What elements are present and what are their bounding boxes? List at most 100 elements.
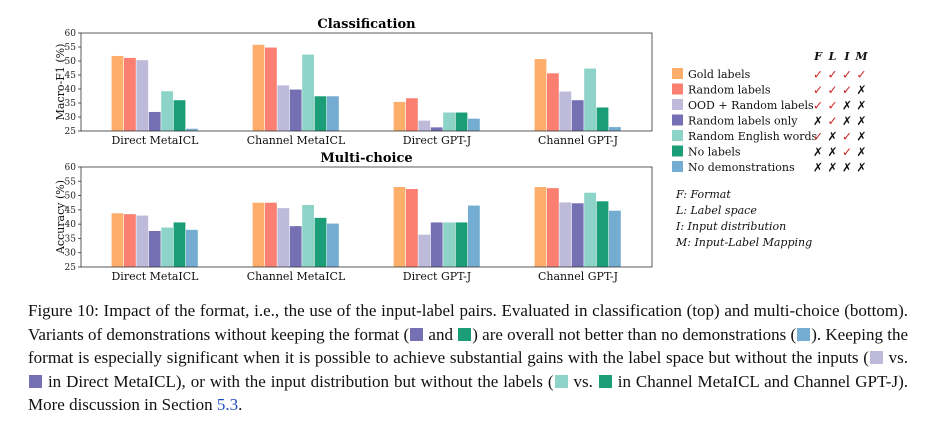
multichoice-bar-3-6: [609, 210, 621, 267]
multichoice-bar-3-4: [584, 192, 596, 267]
cross-mark-icon: ✗: [856, 83, 866, 97]
cross-mark-icon: ✗: [856, 99, 866, 113]
classification-ytick-label: 50: [65, 57, 77, 67]
classification-bar-3-2: [559, 91, 572, 131]
legend-header-i: I: [843, 50, 850, 63]
legend-swatch: [672, 130, 683, 141]
legend-label: Gold labels: [688, 68, 751, 81]
caption-vs-1: vs.: [883, 348, 908, 367]
multichoice-ytick-label: 50: [65, 192, 77, 202]
legend-label: Random English words: [688, 130, 818, 143]
classification-bar-0-5: [173, 100, 186, 131]
classification-title: Classification: [317, 17, 416, 32]
swatch-random-labels-only: [410, 327, 424, 341]
multichoice-category-label: Direct MetaICL: [111, 270, 199, 283]
classification-ylabel: Macro-F1 (%): [54, 44, 67, 121]
multichoice-ytick-label: 60: [65, 163, 77, 173]
multichoice-bar-1-4: [302, 205, 314, 267]
legend-label: No labels: [688, 146, 741, 159]
legend-swatch: [672, 68, 683, 79]
classification-category-label: Channel GPT-J: [538, 134, 618, 147]
multichoice-bar-1-2: [277, 208, 290, 267]
multichoice-bar-0-1: [124, 214, 136, 267]
key-line: L: Label space: [675, 204, 757, 217]
multichoice-ytick-label: 35: [65, 234, 77, 244]
cross-mark-icon: ✗: [813, 161, 823, 175]
classification-category-label: Channel MetaICL: [247, 134, 346, 147]
check-mark-icon: ✓: [842, 145, 852, 159]
caption-text-2: ) are overall not better than no demonst…: [472, 324, 797, 344]
multichoice-title: Multi-choice: [320, 151, 412, 166]
check-mark-icon: ✓: [827, 114, 837, 128]
check-mark-icon: ✓: [827, 83, 837, 97]
legend-swatch: [672, 161, 683, 172]
multichoice-bar-0-2: [136, 215, 149, 267]
classification-bar-2-3: [430, 127, 443, 131]
cross-mark-icon: ✗: [827, 130, 837, 144]
legend-header-l: L: [828, 50, 837, 63]
classification-bar-1-1: [265, 47, 277, 132]
classification-bar-2-6: [468, 118, 480, 131]
swatch-random-labels-only-2: [29, 374, 42, 388]
check-mark-icon: ✓: [856, 68, 866, 82]
multichoice-bar-3-2: [559, 202, 572, 267]
classification-ytick-label: 55: [65, 43, 77, 53]
classification-bar-0-0: [111, 55, 124, 131]
cross-mark-icon: ✗: [827, 161, 837, 175]
cross-mark-icon: ✗: [856, 114, 866, 128]
classification-bar-0-2: [136, 60, 149, 131]
caption-end: .: [238, 395, 243, 414]
multichoice-bar-2-3: [430, 222, 443, 267]
legend-header-m: M: [854, 50, 868, 63]
classification-category-label: Direct GPT-J: [403, 134, 471, 147]
multichoice-bar-1-6: [327, 223, 339, 267]
classification-bar-0-4: [161, 91, 173, 131]
classification-ytick-label: 30: [65, 113, 77, 123]
classification-bar-1-4: [302, 54, 314, 132]
classification-bar-2-2: [418, 120, 431, 131]
classification-ytick-label: 35: [65, 99, 77, 109]
swatch-random-english-words: [554, 374, 568, 388]
multichoice-plot-frame: [80, 166, 653, 268]
classification-plot-frame: [80, 32, 653, 132]
multichoice-bar-1-3: [289, 226, 302, 267]
key-line: M: Input-Label Mapping: [675, 236, 812, 249]
multichoice-bar-0-3: [148, 231, 161, 267]
caption-and: and: [424, 324, 458, 344]
classification-bar-3-1: [547, 73, 559, 131]
classification-bar-0-6: [186, 128, 198, 131]
multichoice-bar-0-0: [111, 213, 124, 267]
multichoice-ytick-label: 25: [65, 263, 77, 273]
cross-mark-icon: ✗: [856, 130, 866, 144]
cross-mark-icon: ✗: [813, 145, 823, 159]
check-mark-icon: ✓: [813, 130, 823, 144]
multichoice-bar-0-4: [161, 227, 173, 267]
multichoice-bar-3-5: [596, 201, 609, 267]
swatch-ood-random-labels: [869, 351, 883, 364]
multichoice-bar-2-6: [468, 205, 480, 267]
multichoice-ylabel: Accuracy (%): [54, 180, 67, 255]
multichoice-bar-3-1: [547, 188, 559, 267]
classification-ytick-label: 60: [65, 29, 77, 39]
classification-ytick-label: 45: [65, 71, 77, 81]
multichoice-ytick-label: 40: [65, 220, 77, 230]
classification-bar-1-6: [327, 96, 339, 131]
caption-text-5: in Channel MetaICL and Channel GPT-J). M…: [28, 371, 908, 415]
check-mark-icon: ✓: [813, 83, 823, 97]
classification-bar-1-0: [252, 44, 265, 132]
classification-bar-2-0: [393, 101, 406, 131]
figure-charts: Classification Direct MetaICL Channel Meta…: [54, 17, 868, 283]
multichoice-bar-2-1: [406, 189, 418, 267]
section-link[interactable]: 5.3: [216, 395, 239, 414]
multichoice-bar-3-0: [534, 187, 547, 267]
check-mark-icon: ✓: [813, 68, 823, 82]
caption-vs-2: vs.: [568, 371, 598, 391]
classification-bar-3-6: [609, 127, 621, 131]
legend-label: Random labels only: [688, 115, 798, 128]
classification-bar-2-4: [443, 112, 455, 131]
legend-swatch: [672, 145, 683, 157]
cross-mark-icon: ✗: [842, 161, 852, 175]
multichoice-category-label: Channel GPT-J: [538, 270, 618, 283]
check-mark-icon: ✓: [827, 68, 837, 82]
classification-bar-3-3: [571, 100, 584, 131]
